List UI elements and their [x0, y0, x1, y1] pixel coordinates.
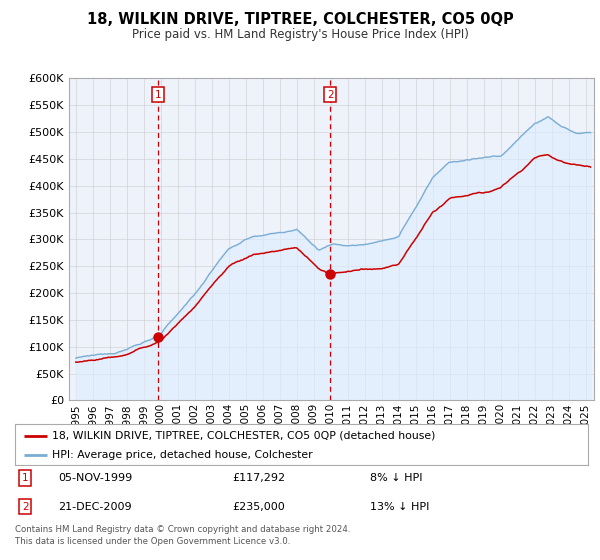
Text: 2: 2 — [22, 502, 29, 511]
Text: 1: 1 — [22, 473, 29, 483]
Text: £117,292: £117,292 — [233, 473, 286, 483]
Text: HPI: Average price, detached house, Colchester: HPI: Average price, detached house, Colc… — [52, 450, 313, 460]
Text: 13% ↓ HPI: 13% ↓ HPI — [370, 502, 430, 511]
Text: 1: 1 — [155, 90, 161, 100]
Text: 21-DEC-2009: 21-DEC-2009 — [58, 502, 131, 511]
Text: Contains HM Land Registry data © Crown copyright and database right 2024.
This d: Contains HM Land Registry data © Crown c… — [15, 525, 350, 546]
Text: 18, WILKIN DRIVE, TIPTREE, COLCHESTER, CO5 0QP (detached house): 18, WILKIN DRIVE, TIPTREE, COLCHESTER, C… — [52, 431, 436, 441]
Text: 2: 2 — [327, 90, 334, 100]
Text: £235,000: £235,000 — [233, 502, 286, 511]
Text: 18, WILKIN DRIVE, TIPTREE, COLCHESTER, CO5 0QP: 18, WILKIN DRIVE, TIPTREE, COLCHESTER, C… — [86, 12, 514, 27]
Text: Price paid vs. HM Land Registry's House Price Index (HPI): Price paid vs. HM Land Registry's House … — [131, 28, 469, 41]
Text: 8% ↓ HPI: 8% ↓ HPI — [370, 473, 423, 483]
Text: 05-NOV-1999: 05-NOV-1999 — [58, 473, 132, 483]
